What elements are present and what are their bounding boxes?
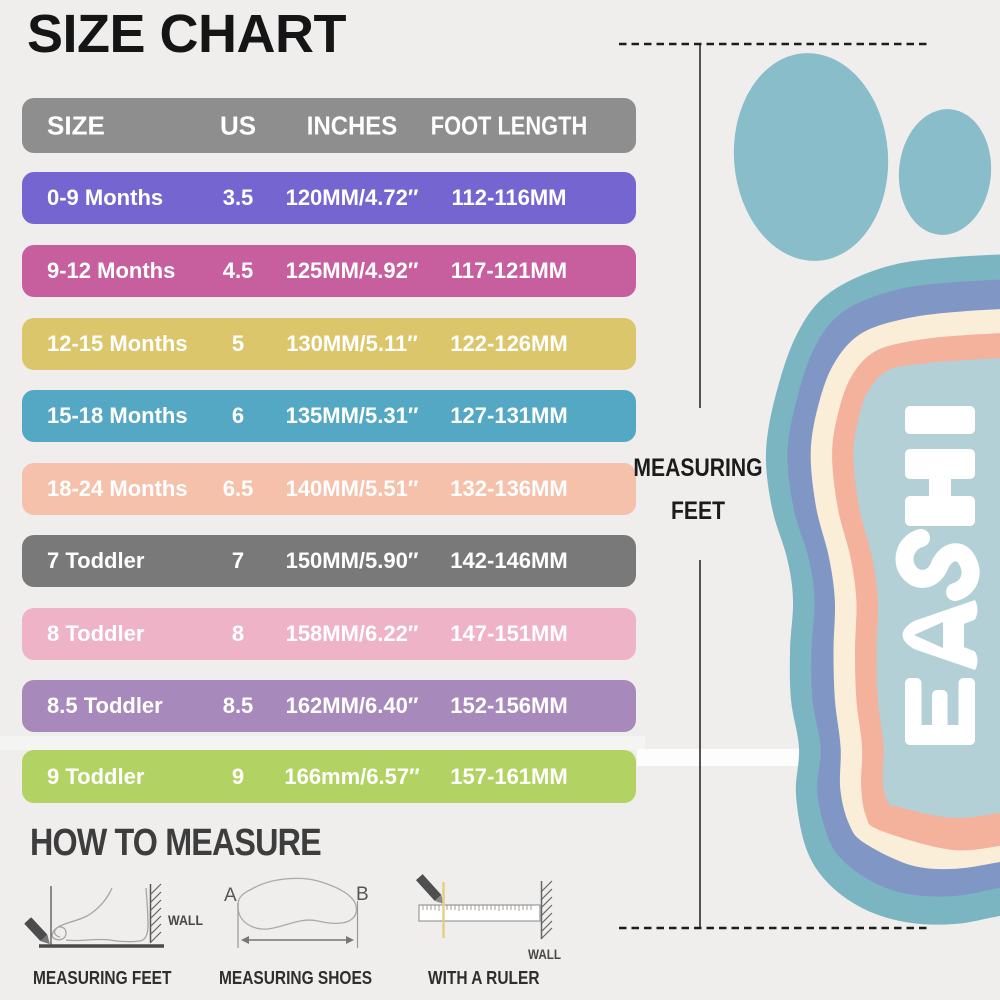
svg-text:WALL: WALL (168, 913, 203, 928)
svg-text:B: B (356, 884, 369, 905)
svg-text:A: A (224, 885, 237, 906)
svg-text:WALL: WALL (528, 947, 561, 962)
